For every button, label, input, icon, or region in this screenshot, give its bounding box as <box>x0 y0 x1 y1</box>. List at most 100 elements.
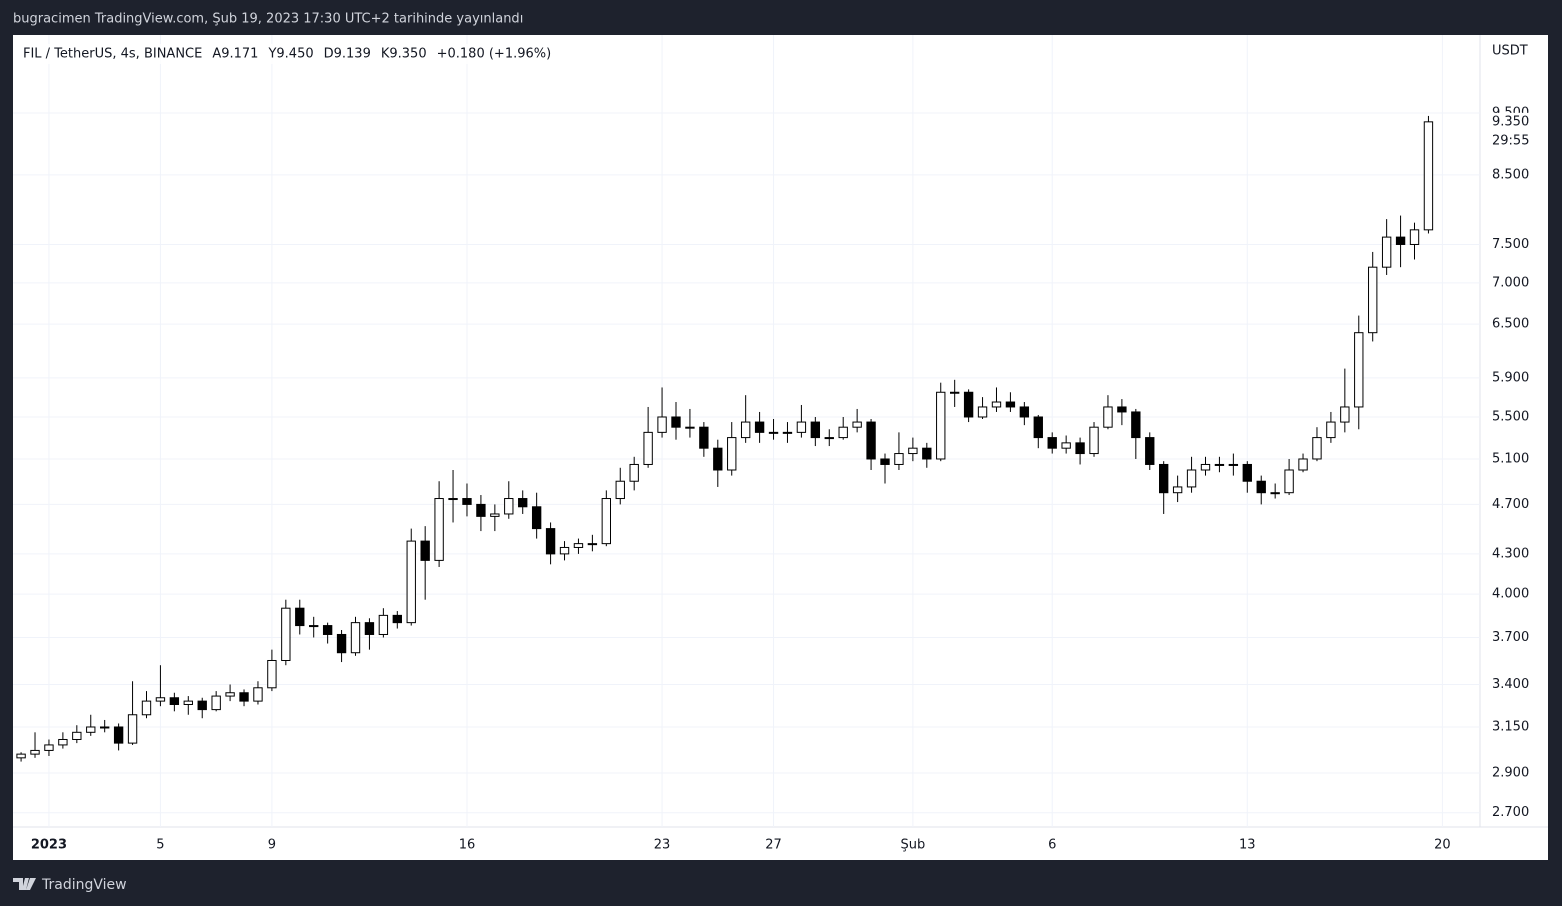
candle-body <box>1089 426 1099 455</box>
candle-body <box>1005 401 1016 408</box>
candle-body <box>1019 406 1030 418</box>
candle-body <box>1242 463 1252 482</box>
candle-body <box>1186 469 1197 488</box>
y-tick-label: 4.700 <box>1492 497 1529 512</box>
candle-body <box>113 726 124 744</box>
candle-body <box>225 692 235 697</box>
y-tick-label: 4.000 <box>1492 587 1529 602</box>
published-line: bugracimen TradingView.com, Şub 19, 2023… <box>13 12 523 27</box>
candle-body <box>754 421 765 433</box>
candle-body <box>1256 480 1266 494</box>
candle-body <box>657 416 667 433</box>
candle-body <box>253 687 263 702</box>
change-label: +0.180 (+1.96%) <box>437 47 552 62</box>
candle-body <box>545 528 556 555</box>
candle-body <box>768 431 779 434</box>
y-tick-label: 6.500 <box>1492 317 1529 332</box>
ohlc-label: K9.350 <box>381 47 427 62</box>
brand-name: TradingView <box>41 877 127 893</box>
pane <box>13 35 1548 860</box>
candle-body <box>782 431 793 434</box>
candle-body <box>685 426 695 429</box>
x-tick-label: 20 <box>1434 838 1451 853</box>
countdown: 29:55 <box>1492 133 1529 148</box>
candle-body <box>1312 437 1322 460</box>
candle-body <box>922 447 932 460</box>
candle-body <box>671 416 681 428</box>
candle-body <box>894 453 904 465</box>
candle-body <box>727 437 737 471</box>
x-tick-label: 16 <box>459 838 476 853</box>
y-tick-label: 3.400 <box>1492 677 1529 692</box>
candle-body <box>559 546 570 555</box>
candle-body <box>1214 463 1225 466</box>
candle-body <box>1117 406 1127 413</box>
candle-body <box>1033 416 1043 439</box>
candle-body <box>1368 266 1378 334</box>
candle-body <box>434 498 444 561</box>
x-tick-label: 23 <box>654 838 671 853</box>
candle-body <box>295 607 305 627</box>
candle-body <box>1061 442 1071 449</box>
candle-body <box>86 726 96 733</box>
candle-body <box>796 421 807 433</box>
y-tick-label: 7.500 <box>1492 237 1529 252</box>
candle-body <box>880 458 890 465</box>
y-tick-label: 8.500 <box>1492 167 1529 182</box>
brand: TradingView <box>13 877 127 893</box>
y-tick-label: 3.700 <box>1492 630 1529 645</box>
candle-body <box>1270 492 1280 495</box>
candle-body <box>713 447 723 471</box>
candle-body <box>1145 437 1155 465</box>
ohlc-label: Y9.450 <box>267 47 313 62</box>
candle-body <box>1200 463 1211 471</box>
candle-body <box>58 738 68 746</box>
candles <box>16 115 1434 762</box>
candle-body <box>378 614 389 635</box>
candle-body <box>350 622 361 654</box>
candle-body <box>155 697 166 702</box>
candle-body <box>866 421 876 460</box>
candle-body <box>573 543 584 548</box>
candle-body <box>406 540 416 624</box>
candle-body <box>448 498 458 501</box>
candle-body <box>949 391 960 394</box>
candle-body <box>963 391 974 418</box>
candle-body <box>281 607 291 661</box>
candle-body <box>141 700 152 716</box>
x-tick-label: 2023 <box>31 838 67 853</box>
candle-body <box>1395 236 1406 245</box>
candle-body <box>838 426 848 439</box>
candle-body <box>44 744 54 751</box>
candle-body <box>1326 421 1336 439</box>
ohlc-label: D9.139 <box>324 47 371 62</box>
candle-body <box>991 401 1002 408</box>
legend: FIL / TetherUS, 4s, BINANCE A9.171 Y9.450… <box>18 44 558 64</box>
ohlc-label: A9.171 <box>212 47 258 62</box>
y-tick-label: 5.900 <box>1492 370 1529 385</box>
last-price: 9.350 <box>1492 114 1529 129</box>
y-tick-label: 5.500 <box>1492 409 1529 424</box>
candle-body <box>211 695 221 711</box>
last-price-bg <box>1482 112 1546 143</box>
candle-body <box>1409 229 1420 245</box>
candle-body <box>908 447 918 455</box>
candle-body <box>629 463 639 482</box>
y-tick-label: 2.900 <box>1492 765 1529 780</box>
candle-body <box>518 498 528 508</box>
candle-body <box>336 633 347 654</box>
candle-body <box>322 625 333 635</box>
symbol: FIL / TetherUS, 4s, BINANCE <box>23 47 202 62</box>
candle-body <box>699 426 709 449</box>
candle-body <box>1340 406 1350 423</box>
candle-body <box>490 513 500 517</box>
candle-body <box>1423 121 1434 231</box>
brand-logo <box>13 878 36 890</box>
candle-body <box>601 498 612 545</box>
candle-body <box>824 437 834 440</box>
candle-body <box>392 614 402 624</box>
candle-body <box>462 498 472 505</box>
currency: USDT <box>1492 44 1528 59</box>
